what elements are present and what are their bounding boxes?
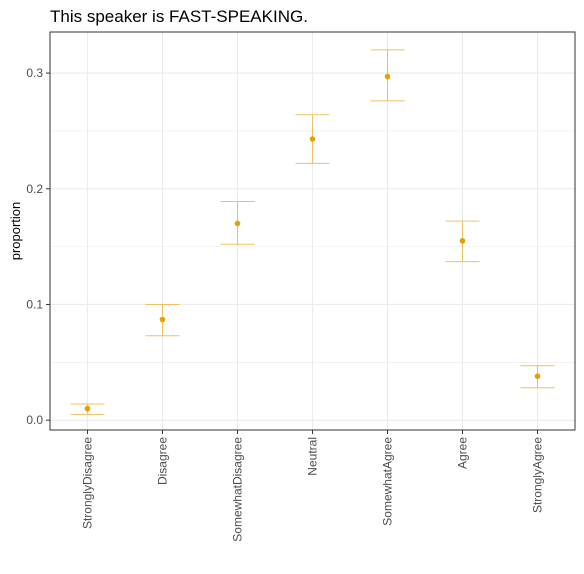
data-point	[235, 221, 241, 227]
x-tick-label: StronglyDisagree	[81, 437, 95, 529]
x-tick-label: SomewhatDisagree	[231, 437, 245, 542]
y-tick-label: 0.0	[26, 413, 43, 427]
data-point	[85, 406, 91, 412]
data-point	[385, 74, 391, 80]
data-point	[160, 317, 166, 323]
data-point	[310, 136, 316, 142]
y-tick-label: 0.1	[26, 297, 43, 311]
x-tick-label: Neutral	[306, 437, 320, 476]
y-axis: 0.0 0.1 0.2 0.3	[26, 66, 50, 427]
x-tick-label: Agree	[456, 437, 470, 469]
y-tick-label: 0.3	[26, 66, 43, 80]
data-point	[460, 238, 466, 244]
y-tick-label: 0.2	[26, 182, 43, 196]
x-tick-label: Disagree	[156, 437, 170, 485]
y-axis-label: proportion	[8, 202, 23, 261]
x-tick-label: StronglyAgree	[531, 437, 545, 513]
data-point	[535, 373, 541, 379]
x-axis: StronglyDisagree Disagree SomewhatDisagree…	[81, 430, 545, 542]
x-tick-label: SomewhatAgree	[381, 437, 395, 526]
chart-title: This speaker is FAST-SPEAKING.	[50, 7, 308, 26]
grid-lines	[50, 32, 575, 430]
